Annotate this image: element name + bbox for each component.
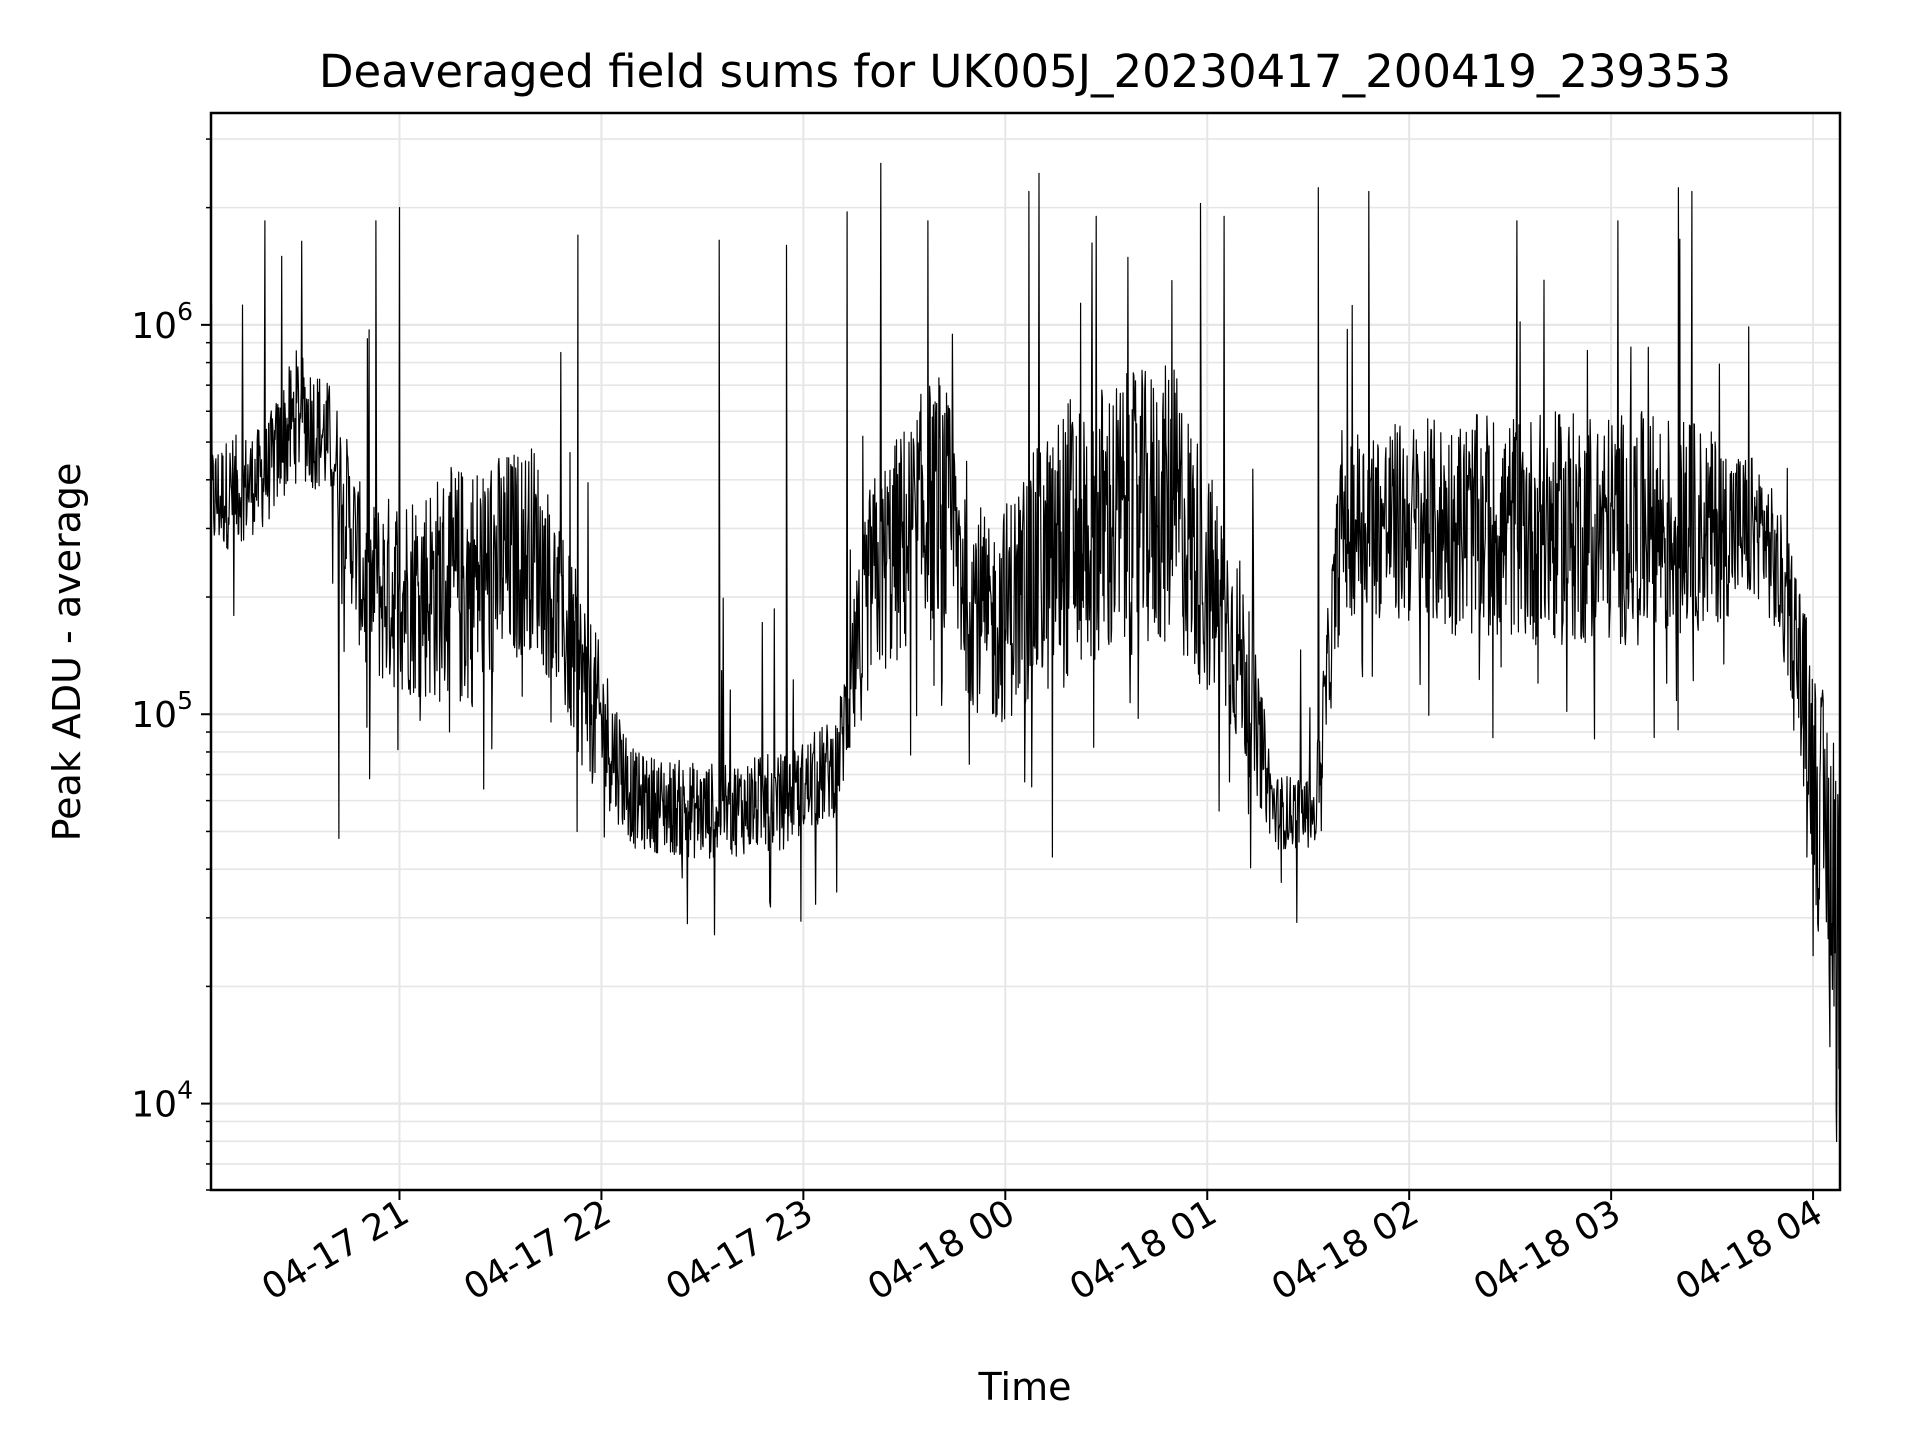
- series-line: [210, 162, 1841, 1142]
- y-axis-label: Peak ADU - average: [45, 463, 89, 842]
- y-tick-base: 10: [131, 695, 177, 736]
- y-tick-label: 105: [131, 686, 193, 736]
- chart-title: Deaveraged field sums for UK005J_2023041…: [319, 45, 1731, 98]
- plot-frame: [209, 111, 1842, 1192]
- x-axis-label: Time: [978, 1365, 1072, 1409]
- y-tick-base: 10: [131, 306, 177, 347]
- y-tick-label: 104: [131, 1076, 193, 1126]
- grid: [211, 113, 1840, 1191]
- y-tick-exponent: 6: [177, 297, 193, 326]
- y-tick-base: 10: [131, 1085, 177, 1126]
- y-tick-exponent: 4: [177, 1076, 193, 1105]
- y-tick-exponent: 5: [177, 686, 193, 715]
- y-tick-label: 106: [131, 297, 193, 347]
